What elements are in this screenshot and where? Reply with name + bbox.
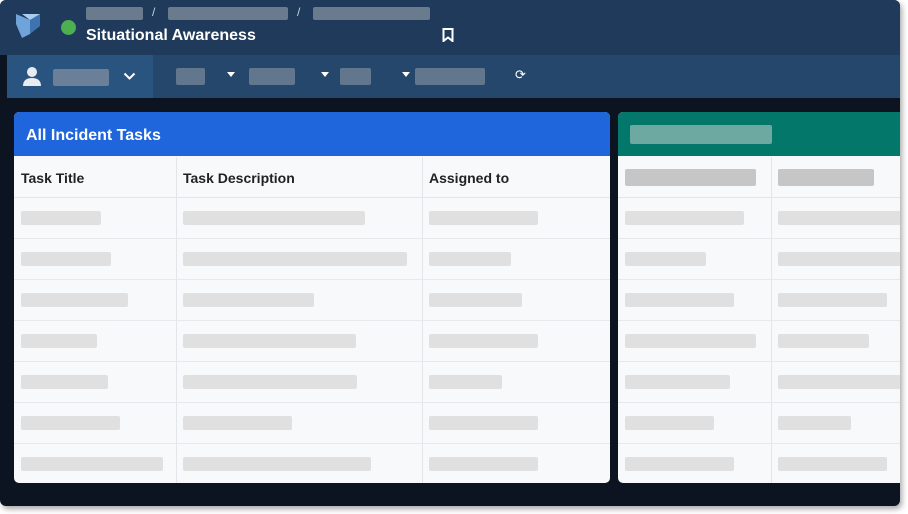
panel-header (618, 112, 900, 156)
table-cell (429, 334, 538, 348)
table-cell (625, 293, 734, 307)
table-cell (183, 334, 356, 348)
incident-tasks-panel: All Incident Tasks Task Title Task Descr… (14, 112, 610, 483)
caret-down-icon[interactable] (321, 72, 329, 77)
breadcrumb-separator: / (152, 5, 156, 19)
refresh-status (415, 68, 485, 85)
breadcrumb-item[interactable] (313, 7, 430, 20)
breadcrumb-item[interactable] (168, 7, 288, 20)
table-header (618, 157, 900, 198)
panel-header: All Incident Tasks (14, 112, 610, 156)
secondary-panel (618, 112, 900, 483)
status-dot (61, 20, 76, 35)
table-row[interactable] (618, 198, 900, 239)
table-row[interactable] (618, 321, 900, 362)
table-cell (183, 211, 365, 225)
table-row[interactable] (618, 444, 900, 483)
column-header-task-title[interactable]: Task Title (21, 170, 85, 186)
table-row[interactable] (618, 362, 900, 403)
table-cell (21, 211, 101, 225)
table-cell (778, 252, 900, 266)
table-cell (778, 457, 887, 471)
table-cell (625, 211, 744, 225)
table-cell (21, 252, 111, 266)
table-cell (778, 416, 851, 430)
caret-down-icon[interactable] (227, 72, 235, 77)
table-row[interactable] (14, 239, 610, 280)
user-icon (23, 67, 41, 86)
filter-dropdown[interactable] (249, 68, 295, 85)
table-row[interactable] (618, 403, 900, 444)
table-cell (429, 457, 538, 471)
table-cell (21, 375, 108, 389)
table-cell (21, 334, 97, 348)
table-cell (625, 252, 706, 266)
filter-dropdown[interactable] (340, 68, 371, 85)
column-header[interactable] (778, 169, 874, 186)
header: / / Situational Awareness (0, 0, 900, 55)
bookmark-icon[interactable] (442, 28, 454, 42)
table-cell (429, 293, 522, 307)
chevron-down-icon[interactable] (123, 72, 136, 81)
refresh-icon[interactable]: ⟳ (515, 67, 526, 82)
table-cell (429, 211, 538, 225)
column-header[interactable] (625, 169, 756, 186)
table-cell (429, 416, 538, 430)
table-row[interactable] (14, 444, 610, 483)
table-cell (778, 293, 887, 307)
table-cell (183, 293, 314, 307)
caret-down-icon[interactable] (402, 72, 410, 77)
table-row[interactable] (14, 321, 610, 362)
table-cell (625, 375, 730, 389)
user-menu[interactable] (7, 55, 153, 98)
breadcrumb-item[interactable] (86, 7, 143, 20)
table-header: Task Title Task Description Assigned to (14, 157, 610, 198)
table-row[interactable] (14, 403, 610, 444)
filter-dropdown[interactable] (176, 68, 205, 85)
table-row[interactable] (618, 280, 900, 321)
table-cell (21, 416, 120, 430)
table-cell (625, 457, 734, 471)
column-header-assigned-to[interactable]: Assigned to (429, 170, 510, 186)
page-title: Situational Awareness (86, 27, 256, 44)
table-cell (778, 211, 900, 225)
column-header-task-description[interactable]: Task Description (183, 170, 295, 186)
app-window: / / Situational Awareness ⟳ All Incident… (0, 0, 900, 506)
table-cell (21, 457, 163, 471)
table-cell (625, 334, 756, 348)
toolbar: ⟳ (7, 55, 900, 98)
table-row[interactable] (618, 239, 900, 280)
table-cell (625, 416, 714, 430)
table-cell (778, 334, 869, 348)
table-cell (778, 375, 900, 389)
user-name (53, 69, 109, 86)
table-row[interactable] (14, 280, 610, 321)
table-cell (21, 293, 128, 307)
table-cell (183, 252, 407, 266)
table-row[interactable] (14, 198, 610, 239)
table-cell (183, 416, 292, 430)
table-cell (183, 375, 357, 389)
table-cell (429, 252, 511, 266)
breadcrumb-separator: / (297, 5, 301, 19)
table-cell (183, 457, 371, 471)
panel-title-placeholder (630, 125, 772, 144)
table-row[interactable] (14, 362, 610, 403)
logo-icon[interactable] (16, 14, 40, 38)
table-cell (429, 375, 502, 389)
